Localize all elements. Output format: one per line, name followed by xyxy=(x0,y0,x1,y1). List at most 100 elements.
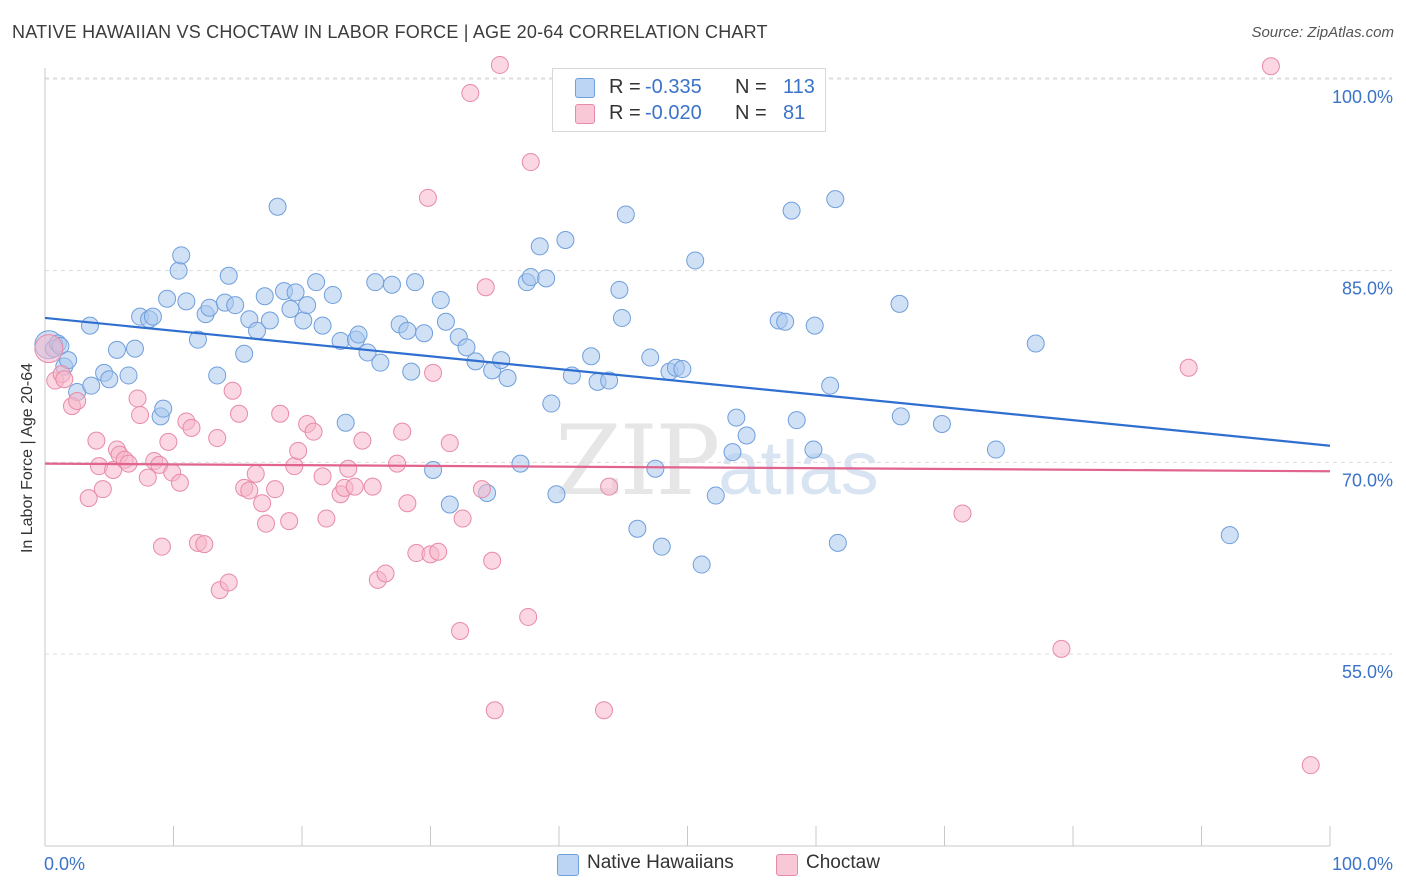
choctaw-point xyxy=(418,188,437,207)
native-hawaiian-trend-line xyxy=(44,316,1331,447)
native-hawaiian-point xyxy=(542,394,561,413)
native-hawaiian-point xyxy=(281,300,300,318)
native-hawaiian-point xyxy=(336,413,355,432)
native-hawaiian-point xyxy=(235,344,254,363)
legend-swatch-blue xyxy=(575,78,595,98)
y-tick-label: 100.0% xyxy=(1332,87,1393,107)
choctaw-point xyxy=(246,464,265,483)
choctaw-point xyxy=(472,480,491,499)
choctaw-point xyxy=(476,278,495,297)
native-hawaiian-point xyxy=(686,251,705,270)
native-hawaiian-point xyxy=(805,316,824,335)
native-hawaiian-point xyxy=(440,495,459,514)
choctaw-point xyxy=(485,701,504,720)
correlation-legend: R = -0.335 N = 113 R = -0.020 N = 81 xyxy=(552,68,826,132)
choctaw-point xyxy=(138,468,157,487)
choctaw-point xyxy=(363,477,382,496)
native-hawaiian-point xyxy=(382,275,401,294)
choctaw-point xyxy=(128,389,147,408)
legend-r-value: -0.020 xyxy=(645,102,702,124)
native-hawaiian-point xyxy=(616,205,635,224)
native-hawaiian-point xyxy=(268,197,287,216)
choctaw-point xyxy=(490,55,509,74)
choctaw-point xyxy=(240,481,259,500)
native-hawaiian-point xyxy=(457,338,476,357)
points-layer xyxy=(34,55,1320,775)
legend-n-value: 113 xyxy=(783,76,815,98)
native-hawaiian-point xyxy=(424,461,443,479)
choctaw-point xyxy=(519,607,538,626)
legend-label: Native Hawaiians xyxy=(587,852,734,873)
native-hawaiian-point xyxy=(143,307,162,326)
native-hawaiian-point xyxy=(828,533,847,552)
y-tick-label: 85.0% xyxy=(1342,279,1393,299)
native-hawaiian-point xyxy=(511,454,530,473)
native-hawaiian-point xyxy=(107,340,126,359)
series-legend: Native Hawaiians Choctaw xyxy=(0,852,1406,878)
choctaw-point xyxy=(600,477,619,496)
native-hawaiian-point xyxy=(600,371,619,390)
native-hawaiian-point xyxy=(776,312,795,331)
choctaw-point xyxy=(440,434,459,453)
choctaw-point xyxy=(266,480,285,499)
choctaw-point xyxy=(280,512,299,531)
native-hawaiian-point xyxy=(804,440,823,459)
choctaw-point xyxy=(424,363,443,382)
legend-swatch-blue xyxy=(557,854,579,876)
native-hawaiian-point xyxy=(371,353,390,372)
native-hawaiian-point xyxy=(286,283,305,302)
native-hawaiian-point xyxy=(255,287,274,306)
choctaw-point xyxy=(313,467,332,486)
choctaw-point xyxy=(230,404,249,423)
native-hawaiian-point xyxy=(556,231,575,249)
choctaw-point xyxy=(289,441,308,460)
choctaw-point xyxy=(1052,639,1071,658)
legend-n-label: N = xyxy=(735,102,767,124)
choctaw-point xyxy=(159,432,178,451)
y-tick-label: 55.0% xyxy=(1342,662,1393,682)
native-hawaiian-point xyxy=(406,273,425,292)
legend-swatch-pink xyxy=(575,104,595,124)
choctaw-point xyxy=(429,542,448,561)
native-hawaiian-point xyxy=(398,321,417,340)
choctaw-point xyxy=(317,509,336,528)
axis-layer xyxy=(44,68,1331,847)
native-hawaiian-point xyxy=(431,291,450,310)
trend-layer xyxy=(44,316,1331,473)
native-hawaiian-point xyxy=(727,408,746,427)
choctaw-point xyxy=(376,564,395,583)
choctaw-point xyxy=(219,573,238,592)
native-hawaiian-point xyxy=(169,261,188,280)
chart-title: NATIVE HAWAIIAN VS CHOCTAW IN LABOR FORC… xyxy=(12,22,768,42)
choctaw-point xyxy=(182,418,201,437)
native-hawaiian-point xyxy=(890,294,909,313)
native-hawaiian-point xyxy=(226,296,245,315)
choctaw-point xyxy=(34,334,64,364)
native-hawaiian-point xyxy=(646,459,665,478)
choctaw-point xyxy=(353,431,372,450)
native-hawaiian-point xyxy=(366,273,385,292)
y-tick-label: 70.0% xyxy=(1342,470,1393,490)
native-hawaiian-point xyxy=(610,280,629,299)
native-hawaiian-point xyxy=(260,311,279,330)
native-hawaiian-point xyxy=(521,268,540,287)
choctaw-point xyxy=(104,461,123,479)
native-hawaiian-point xyxy=(1220,526,1239,545)
choctaw-point xyxy=(393,422,412,441)
native-hawaiian-point xyxy=(787,411,806,430)
choctaw-point xyxy=(223,381,242,400)
choctaw-point xyxy=(953,504,972,523)
native-hawaiian-point xyxy=(349,325,368,344)
choctaw-point xyxy=(271,404,290,423)
native-hawaiian-point xyxy=(415,324,434,343)
choctaw-point xyxy=(453,509,472,528)
native-hawaiian-point xyxy=(177,292,196,311)
native-hawaiian-point xyxy=(530,237,549,256)
native-hawaiian-point xyxy=(125,339,144,358)
choctaw-point xyxy=(1301,756,1320,775)
native-hawaiian-point xyxy=(641,348,660,367)
native-hawaiian-point xyxy=(673,360,692,379)
choctaw-trend-line xyxy=(44,462,1331,473)
native-hawaiian-point xyxy=(154,399,173,418)
native-hawaiian-point xyxy=(547,485,566,504)
